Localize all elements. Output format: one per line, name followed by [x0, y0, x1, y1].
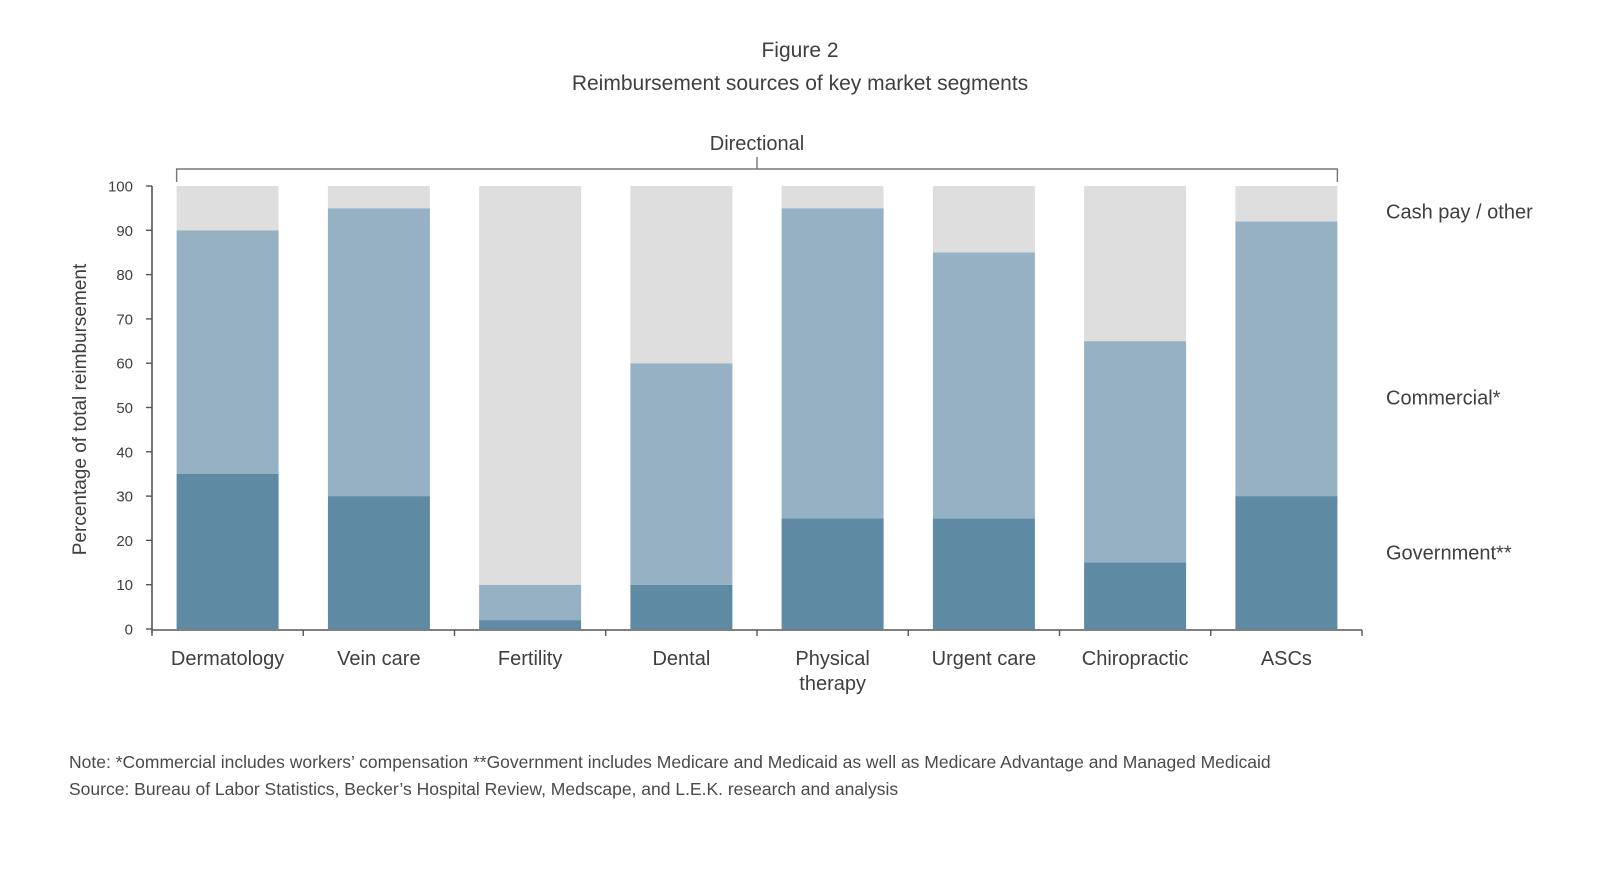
bar-segment-commercial: [479, 584, 582, 621]
bar-segment-government: [630, 584, 733, 629]
source-text: Source: Bureau of Labor Statistics, Beck…: [69, 779, 899, 799]
directional-bracket: Directional: [175, 133, 1339, 182]
y-tick-label: 90: [116, 223, 133, 240]
x-category-label: Physical therapy: [795, 648, 869, 695]
bar-segment-cash-pay-other: [479, 186, 582, 585]
bar-segment-cash-pay-other: [1084, 186, 1187, 342]
bar-segment-government: [932, 518, 1035, 630]
y-axis-label: Percentage of total reimbursement: [70, 263, 91, 555]
y-tick-label: 50: [116, 400, 133, 417]
bar-segment-commercial: [176, 230, 279, 474]
y-tick-label: 100: [108, 179, 133, 196]
bar-segment-government: [1235, 496, 1338, 629]
bar-segment-government: [327, 496, 430, 629]
x-category-label: Dermatology: [171, 648, 284, 670]
y-tick-label: 60: [116, 356, 133, 373]
bars-layer: [176, 186, 1338, 630]
bar-segment-government: [479, 620, 582, 629]
series-label: Commercial*: [1386, 388, 1501, 410]
bar-segment-cash-pay-other: [176, 186, 279, 231]
y-tick-label: 0: [125, 622, 133, 639]
bar-segment-commercial: [1084, 341, 1187, 563]
stacked-bar-chart: Directional 0 10 20 30 40 50 60 70 80 90 100 Percen…: [70, 133, 1533, 695]
bar-segment-commercial: [1235, 221, 1338, 497]
x-category-label: Fertility: [498, 648, 562, 670]
bar-segment-cash-pay-other: [630, 186, 733, 364]
x-category-label: ASCs: [1261, 648, 1312, 670]
bar-segment-government: [781, 518, 884, 630]
bar-segment-cash-pay-other: [781, 186, 884, 209]
series-label: Cash pay / other: [1386, 202, 1533, 224]
bar-segment-cash-pay-other: [1235, 186, 1338, 222]
y-tick-label: 70: [116, 311, 133, 328]
bracket-label: Directional: [710, 133, 804, 155]
x-category-label: Urgent care: [932, 648, 1037, 670]
x-category-label: Dental: [652, 648, 710, 670]
x-category-label: Vein care: [337, 648, 420, 670]
y-tick-label: 10: [116, 577, 133, 594]
x-category-label: Chiropractic: [1082, 648, 1189, 670]
bar-segment-commercial: [932, 252, 1035, 519]
axes-layer: 0 10 20 30 40 50 60 70 80 90 100 Percentage of tota…: [70, 179, 1363, 695]
bar-segment-commercial: [327, 208, 430, 497]
y-tick-label: 30: [116, 489, 133, 506]
figure-number: Figure 2: [761, 39, 839, 62]
y-tick-label: 40: [116, 444, 133, 461]
y-tick-label: 80: [116, 267, 133, 284]
bar-segment-government: [1084, 562, 1187, 629]
bar-segment-commercial: [781, 208, 884, 519]
series-label: Government**: [1386, 543, 1512, 565]
bar-segment-cash-pay-other: [327, 186, 430, 209]
bar-segment-cash-pay-other: [932, 186, 1035, 253]
y-tick-label: 20: [116, 533, 133, 550]
bracket-line: [175, 168, 1339, 182]
note-text: Note: *Commercial includes workers’ comp…: [69, 752, 1271, 772]
bar-segment-government: [176, 474, 279, 629]
series-labels-layer: Government** Commercial* Cash pay / other: [1386, 202, 1533, 565]
chart-title: Reimbursement sources of key market segm…: [571, 72, 1029, 95]
chart-notes: Note: *Commercial includes workers’ comp…: [69, 749, 1271, 803]
bar-segment-commercial: [630, 363, 733, 585]
